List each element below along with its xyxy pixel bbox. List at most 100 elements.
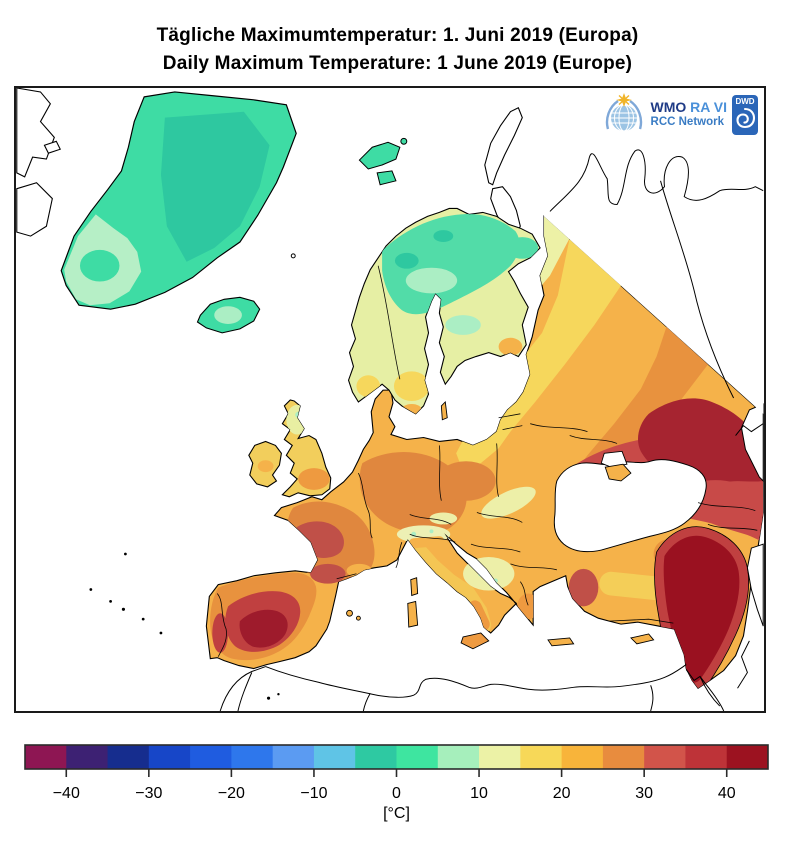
balearic-island bbox=[346, 609, 353, 617]
no-data-northeast-mask bbox=[544, 88, 764, 414]
scand-mint-patch bbox=[405, 267, 458, 294]
colorbar-tick-label: 10 bbox=[470, 785, 488, 802]
patch-middle-east-dark-core bbox=[663, 535, 740, 683]
map-titles: Tägliche Maximumtemperatur: 1. Juni 2019… bbox=[0, 22, 795, 78]
scand-mint-patch-2 bbox=[445, 315, 481, 335]
caspian-sea-north bbox=[740, 403, 764, 483]
caspian-sea-south bbox=[746, 543, 764, 627]
colorbar-cell bbox=[231, 745, 274, 769]
scand-teal-spot bbox=[394, 252, 419, 269]
colorbar-tick-label: 30 bbox=[635, 785, 653, 802]
ireland-amber-patch bbox=[257, 460, 274, 473]
svalbard bbox=[358, 137, 408, 186]
colorbar-unit-label: [°C] bbox=[383, 805, 410, 822]
patch-carpathians-pale bbox=[481, 486, 536, 519]
colorbar-cell bbox=[685, 745, 728, 769]
wmo-text-block: WMO RA VI RCC Network bbox=[651, 100, 727, 130]
colorbar-cell bbox=[561, 745, 604, 769]
outline-lines bbox=[219, 149, 764, 711]
colorbar-cell bbox=[107, 745, 150, 769]
colorbar-cell bbox=[148, 745, 191, 769]
kola-green-patch bbox=[506, 237, 539, 259]
colorbar-cell bbox=[479, 745, 521, 769]
crete bbox=[547, 637, 575, 647]
balearic-island-2 bbox=[355, 615, 361, 621]
finland-east-amber bbox=[498, 337, 523, 356]
colorbar-cell bbox=[437, 745, 480, 769]
colorbar-cell bbox=[726, 745, 769, 769]
europe-temperature-map bbox=[16, 88, 764, 711]
greenland-interior-teal bbox=[160, 111, 270, 262]
arctic-coastline bbox=[549, 149, 764, 212]
canada-baffin-coast bbox=[16, 88, 55, 178]
patch-france-red-southwest bbox=[310, 563, 346, 584]
canada-islet bbox=[43, 140, 62, 154]
alps-mint-speck-2 bbox=[429, 529, 434, 534]
novaya-zemlya-north bbox=[484, 106, 523, 186]
svalbard-south bbox=[376, 170, 397, 186]
rcc-network-label: RCC Network bbox=[650, 116, 724, 128]
tunisia-border-line bbox=[362, 692, 371, 711]
dwd-spiral-icon bbox=[736, 107, 756, 129]
colorbar-tick-label: −30 bbox=[135, 785, 162, 802]
corsica bbox=[410, 577, 419, 597]
title-english: Daily Maximum Temperature: 1 June 2019 (… bbox=[162, 53, 633, 74]
colorbar-cell bbox=[66, 745, 109, 769]
africa-north-coast bbox=[219, 664, 687, 711]
colorbar-tick-label: −40 bbox=[53, 785, 80, 802]
kazakh-border-line bbox=[735, 423, 764, 436]
south-norway-yellow bbox=[356, 375, 381, 398]
iran-border-zigzag bbox=[737, 640, 750, 689]
temperature-colorbar: −40 −30 −20 −10 0 10 20 30 40 [°C] bbox=[24, 744, 769, 822]
colorbar-ticks bbox=[65, 769, 728, 777]
svalbard-islet bbox=[400, 137, 408, 145]
colorbar-tick-label: 20 bbox=[553, 785, 571, 802]
colorbar-cell bbox=[602, 745, 645, 769]
patch-turkey-yellow bbox=[599, 571, 671, 601]
mediterranean-islands bbox=[346, 401, 655, 650]
sicily bbox=[460, 632, 490, 650]
colorbar-cell bbox=[644, 745, 686, 769]
colorbar-cell bbox=[520, 745, 563, 769]
england-orange-patch bbox=[298, 468, 330, 490]
patch-iberia-dark-red-core bbox=[239, 609, 288, 648]
logo-block: WMO RA VI RCC Network DWD bbox=[599, 92, 760, 138]
jan-mayen-islet bbox=[290, 253, 296, 259]
wmo-emblem-icon bbox=[605, 93, 642, 132]
cyprus bbox=[630, 633, 655, 645]
dwd-logo: DWD bbox=[732, 95, 758, 135]
dwd-label: DWD bbox=[735, 97, 755, 106]
colorbar-tick-label: −10 bbox=[300, 785, 327, 802]
colorbar-tick-label: −20 bbox=[218, 785, 245, 802]
colorbar-cell bbox=[272, 745, 315, 769]
colorbar-cells bbox=[25, 745, 769, 769]
patch-greece-orange bbox=[517, 593, 540, 620]
patch-turkey-west-red bbox=[568, 568, 599, 607]
iceland-mint-center bbox=[214, 306, 242, 324]
sardinia bbox=[407, 600, 419, 628]
colorbar-tick-label: 40 bbox=[718, 785, 736, 802]
patch-po-valley-amber bbox=[408, 536, 445, 549]
title-german: Tägliche Maximumtemperatur: 1. Juni 2019… bbox=[156, 25, 639, 46]
svalbard-main bbox=[358, 141, 401, 170]
colorbar-cell bbox=[355, 745, 397, 769]
no-data-southeast-mask bbox=[723, 629, 764, 711]
colorbar-tick-label: 0 bbox=[392, 785, 401, 802]
colorbar-cell bbox=[313, 745, 356, 769]
outline-regions bbox=[16, 88, 523, 237]
ural-river-line bbox=[660, 180, 735, 399]
patch-poland-orange bbox=[436, 461, 496, 501]
wmo-label: WMO bbox=[650, 99, 687, 115]
crimea-peninsula bbox=[604, 463, 632, 482]
country-borders bbox=[216, 265, 758, 657]
south-sweden-yellow bbox=[393, 371, 430, 401]
south-sweden-amber-tip bbox=[401, 403, 422, 414]
greenland-green-spot bbox=[79, 249, 120, 282]
patch-caucasus-red bbox=[691, 480, 764, 541]
canada-coast-south bbox=[16, 182, 53, 237]
patch-portugal-red bbox=[212, 613, 229, 653]
map-canvas: WMO RA VI RCC Network DWD bbox=[14, 86, 766, 713]
ra-vi-label: RA VI bbox=[690, 99, 727, 115]
patch-czech-pale bbox=[429, 512, 458, 525]
